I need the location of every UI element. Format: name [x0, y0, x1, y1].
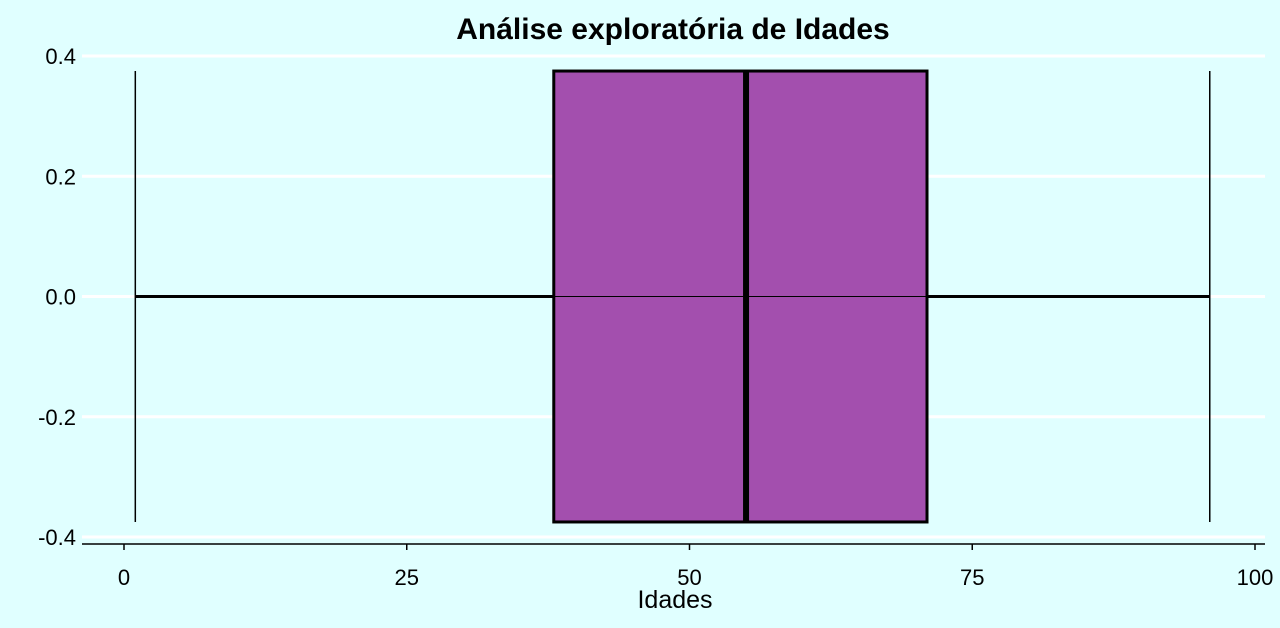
y-tick-label: 0.0 — [45, 285, 76, 310]
y-tick-label: -0.2 — [38, 405, 76, 430]
x-tick-label: 75 — [960, 565, 984, 590]
x-tick-label: 25 — [395, 565, 419, 590]
y-tick-label: 0.2 — [45, 164, 76, 189]
chart-title: Análise exploratória de Idades — [456, 13, 890, 46]
y-tick-label: -0.4 — [38, 525, 76, 550]
x-tick-label: 100 — [1237, 565, 1274, 590]
axes: 0 25 50 75 100 0.4 0.2 0.0 -0.2 -0.4 — [38, 44, 1273, 590]
x-tick-label: 0 — [118, 565, 130, 590]
box-group — [134, 69, 1211, 524]
x-axis-label: Idades — [637, 586, 712, 614]
x-tick-label: 50 — [677, 565, 701, 590]
y-tick-label: 0.4 — [45, 44, 76, 69]
